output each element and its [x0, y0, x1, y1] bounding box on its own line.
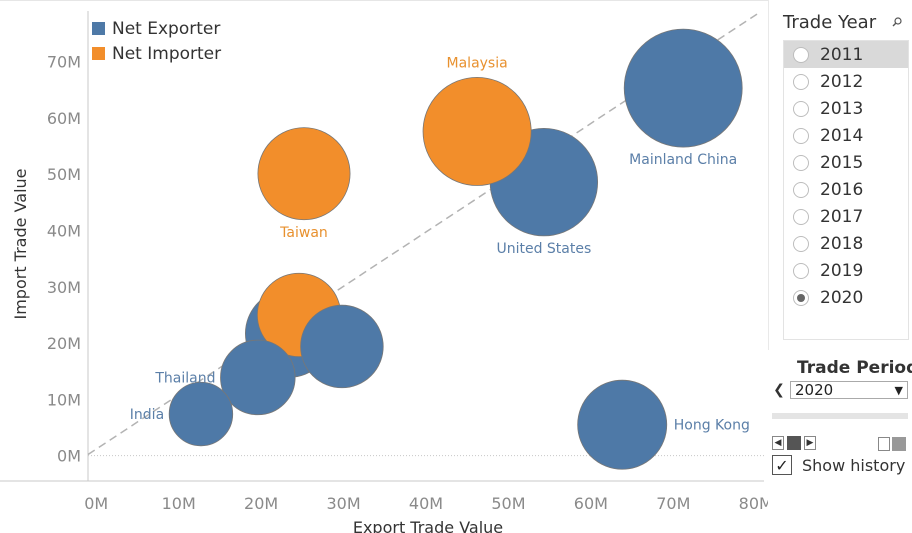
y-tick-label: 10M: [47, 390, 81, 409]
search-icon[interactable]: [892, 17, 902, 27]
bubble-point[interactable]: [623, 28, 743, 148]
year-label: 2018: [820, 233, 864, 254]
x-tick-label: 30M: [326, 494, 360, 513]
year-label: 2016: [820, 179, 864, 200]
bubble-point[interactable]: [300, 304, 384, 389]
data-label: Hong Kong: [674, 418, 750, 434]
chart-svg: Mainland China United States Malaysia Taiwa…: [0, 11, 768, 533]
year-option-2014[interactable]: 2014: [784, 122, 908, 149]
x-tick-label: 50M: [491, 494, 525, 513]
year-label: 2017: [820, 206, 864, 227]
year-option-2013[interactable]: 2013: [784, 95, 908, 122]
panel-divider: [768, 0, 769, 350]
legend-label: Net Exporter: [112, 19, 220, 39]
stop-button[interactable]: [787, 436, 801, 450]
data-label: Mainland China: [629, 152, 737, 168]
scatter-chart: Mainland China United States Malaysia Taiwa…: [0, 0, 768, 533]
show-history-toggle[interactable]: ✓ Show history: [772, 455, 905, 475]
data-label: Malaysia: [447, 55, 508, 71]
trade-period-control: ❮ 2020 ▼: [772, 380, 908, 400]
trade-period-slider[interactable]: [772, 413, 908, 419]
y-axis-title: Import Trade Value: [11, 168, 30, 319]
x-tick-label: 20M: [244, 494, 278, 513]
year-label: 2011: [820, 44, 864, 65]
year-label: 2014: [820, 125, 864, 146]
y-tick-label: 40M: [47, 222, 81, 241]
playback-speed-icon[interactable]: [878, 437, 908, 451]
bubble-point[interactable]: [422, 76, 532, 186]
bubble-point[interactable]: [257, 127, 351, 221]
x-tick-label: 80M: [739, 494, 768, 513]
step-back-button[interactable]: ◀: [772, 436, 784, 450]
year-radio[interactable]: [793, 73, 809, 90]
year-option-2012[interactable]: 2012: [784, 68, 908, 95]
bubble-point[interactable]: [220, 339, 296, 416]
year-radio[interactable]: [793, 181, 809, 198]
show-history-checkbox[interactable]: ✓: [772, 455, 792, 475]
year-label: 2015: [820, 152, 864, 173]
legend-swatch: [92, 22, 105, 35]
year-option-2017[interactable]: 2017: [784, 203, 908, 230]
year-radio[interactable]: [793, 154, 809, 171]
bubble-point[interactable]: [577, 379, 668, 470]
x-tick-label: 40M: [409, 494, 443, 513]
year-label: 2013: [820, 98, 864, 119]
y-tick-label: 30M: [47, 278, 81, 297]
year-radio[interactable]: [793, 262, 809, 279]
year-radio[interactable]: [793, 100, 809, 117]
legend-swatch: [92, 47, 105, 60]
x-tick-label: 60M: [574, 494, 608, 513]
year-option-2018[interactable]: 2018: [784, 230, 908, 257]
bubble-point[interactable]: [168, 381, 234, 447]
data-label: India: [130, 407, 164, 423]
year-option-2019[interactable]: 2019: [784, 257, 908, 284]
show-history-label: Show history: [802, 455, 906, 475]
year-option-2016[interactable]: 2016: [784, 176, 908, 203]
year-label: 2020: [820, 287, 864, 308]
year-radio[interactable]: [793, 46, 809, 63]
y-tick-label: 70M: [47, 53, 81, 72]
filter-panel: Trade Year 2011 2012 2013 2014 2015 2016 2017 2…: [768, 0, 912, 532]
year-radio[interactable]: [793, 235, 809, 252]
trade-period-title: Trade Period: [797, 358, 912, 378]
trade-year-list: 2011 2012 2013 2014 2015 2016 2017 2018 2019 2020: [783, 40, 909, 340]
year-radio[interactable]: [793, 289, 809, 306]
x-tick-label: 0M: [84, 494, 108, 513]
y-tick-label: 20M: [47, 334, 81, 353]
year-radio[interactable]: [793, 127, 809, 144]
legend-label: Net Importer: [112, 44, 221, 64]
x-tick-label: 70M: [656, 494, 690, 513]
year-option-2020[interactable]: 2020: [784, 284, 908, 311]
legend: Net Exporter Net Importer: [92, 19, 221, 64]
y-tick-label: 0M: [57, 447, 81, 466]
previous-period-button[interactable]: ❮: [773, 382, 785, 398]
year-label: 2019: [820, 260, 864, 281]
year-option-2011[interactable]: 2011: [784, 41, 908, 68]
y-tick-label: 60M: [47, 109, 81, 128]
data-label: United States: [496, 241, 591, 257]
trade-year-title: Trade Year: [783, 12, 877, 33]
data-label: Thailand: [154, 370, 215, 386]
year-radio[interactable]: [793, 208, 809, 225]
trade-period-value: 2020: [795, 381, 834, 399]
year-option-2015[interactable]: 2015: [784, 149, 908, 176]
chevron-down-icon: ▼: [894, 383, 903, 397]
play-forward-button[interactable]: ▶: [804, 436, 816, 450]
y-tick-label: 50M: [47, 165, 81, 184]
year-label: 2012: [820, 71, 864, 92]
x-axis-title: Export Trade Value: [353, 518, 503, 533]
trade-period-dropdown[interactable]: 2020 ▼: [790, 381, 908, 399]
x-tick-label: 10M: [162, 494, 196, 513]
data-label: Taiwan: [279, 225, 328, 241]
playback-controls: ◀ ▶: [772, 436, 819, 450]
